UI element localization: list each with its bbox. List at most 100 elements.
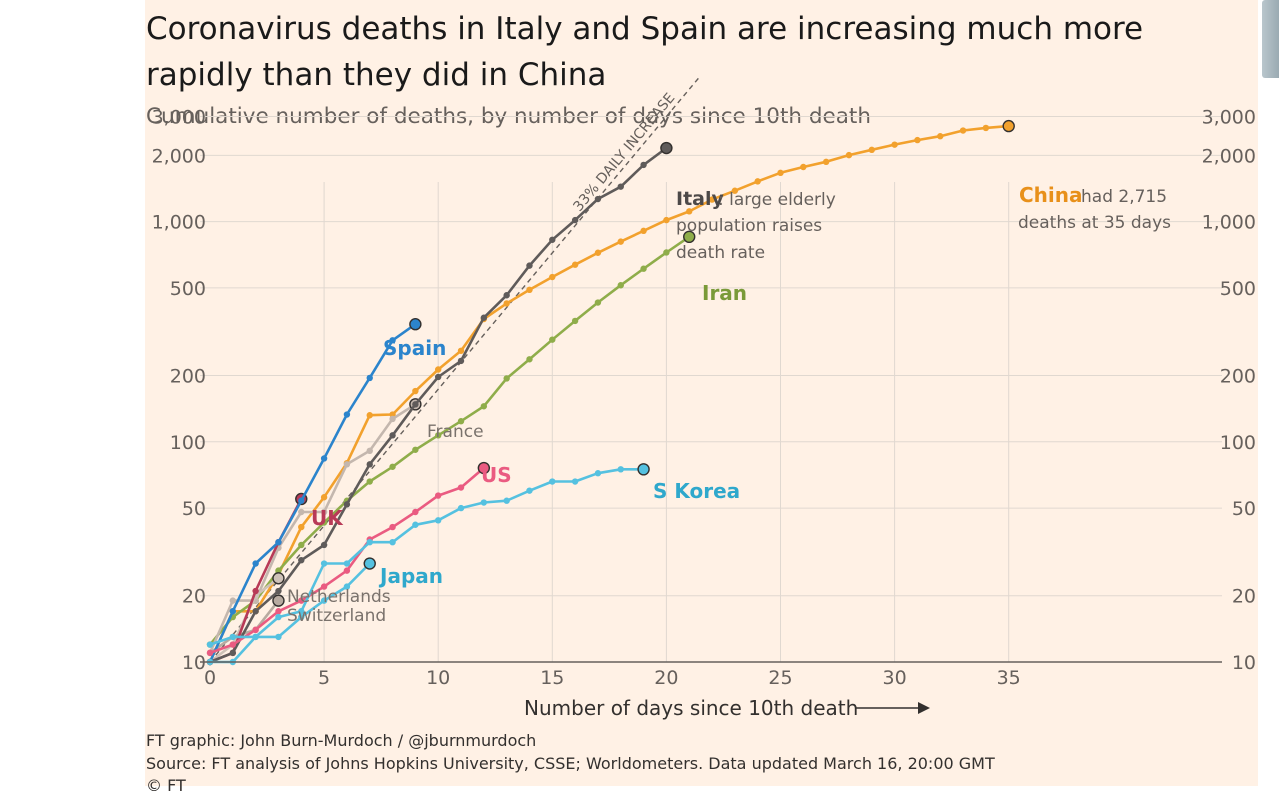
series-point-iran <box>617 282 624 289</box>
series-point-italy <box>229 649 237 657</box>
series-point-china <box>457 347 465 354</box>
series-endpoint-spain <box>409 318 422 331</box>
series-point-us <box>229 641 237 648</box>
grid-lines <box>200 116 1222 662</box>
series-point-us <box>320 583 328 590</box>
series-point-iran <box>457 418 465 425</box>
series-point-france <box>320 508 328 516</box>
series-point-china <box>503 300 510 307</box>
series-point-china <box>435 366 442 373</box>
series-endpoint-italy <box>660 141 673 155</box>
series-point-china <box>845 151 853 159</box>
series-point-iran <box>298 541 305 549</box>
series-point-spain <box>320 455 328 462</box>
series-point-s-korea <box>206 641 214 648</box>
series-point-s-korea <box>549 478 556 485</box>
series-line-iran <box>208 235 691 646</box>
series-endpoint-us <box>477 461 491 475</box>
series-label-us: US <box>481 463 512 487</box>
chart-panel <box>145 0 1258 786</box>
series-point-iran <box>503 375 510 382</box>
series-point-japan <box>343 583 351 590</box>
series-point-italy <box>457 357 465 365</box>
series-line-japan <box>208 562 372 664</box>
y-tick-label-left: 50 <box>182 498 206 520</box>
y-tick-label-right: 500 <box>1220 278 1256 300</box>
series-point-s-korea <box>526 487 533 494</box>
series-point-china <box>937 133 944 140</box>
series-point-spain <box>389 337 396 344</box>
series-point-s-korea <box>480 499 488 506</box>
series-note-china-1: had 2,715 <box>1081 187 1167 207</box>
y-tick-label-right: 2,000 <box>1202 145 1256 167</box>
series-point-italy <box>343 501 351 508</box>
series-point-france <box>366 447 373 455</box>
y-tick-label-right: 200 <box>1220 366 1256 388</box>
series-endpoint-switzerland <box>272 594 285 607</box>
series-point-spain <box>343 411 351 418</box>
series-point-s-korea <box>435 517 442 524</box>
series-point-china <box>617 238 624 245</box>
series-point-s-korea <box>252 633 259 641</box>
series-point-china <box>914 136 921 144</box>
series-label-uk: UK <box>311 506 344 530</box>
series-point-france <box>298 508 305 516</box>
series-point-iran <box>412 446 419 453</box>
series-endpoint-china <box>1002 119 1015 133</box>
series-point-italy <box>549 236 556 243</box>
series-point-china <box>594 249 602 256</box>
series-point-china <box>366 412 373 419</box>
series-point-france <box>389 415 396 423</box>
series-point-iran <box>549 336 556 343</box>
series-point-spain <box>275 538 282 546</box>
series-point-italy <box>640 161 647 169</box>
series-point-china <box>822 158 830 166</box>
series-point-s-korea <box>389 538 396 546</box>
y-tick-label-right: 50 <box>1232 498 1256 520</box>
series-point-iran <box>275 567 282 574</box>
series-point-china <box>320 494 328 501</box>
series-point-iran <box>526 356 533 363</box>
series-point-china <box>891 141 898 148</box>
series-line-china <box>208 124 1011 664</box>
series-point-china <box>777 169 784 177</box>
y-tick-label-left: 200 <box>170 366 206 388</box>
x-tick-label: 10 <box>426 667 450 689</box>
series-point-china <box>982 124 990 132</box>
series-point-france <box>229 597 237 604</box>
series-point-china <box>800 163 807 171</box>
series-endpoint-netherlands <box>272 572 285 585</box>
series-line-spain <box>208 322 417 664</box>
series-label-s-korea: S Korea <box>653 479 740 503</box>
y-tick-label-left: 3,000 <box>152 107 206 129</box>
series-line-france <box>208 402 417 655</box>
series-point-china <box>571 261 579 268</box>
series-point-china <box>549 273 556 281</box>
series-label-spain: Spain <box>383 336 446 360</box>
series-point-us <box>435 492 442 499</box>
x-tick-label: 0 <box>204 667 216 689</box>
window-edge <box>1262 0 1279 78</box>
chart-title: Coronavirus deaths in Italy and Spain ar… <box>146 11 1144 93</box>
series-point-china <box>959 127 967 134</box>
series-point-china <box>663 216 670 224</box>
series-point-china <box>686 208 693 215</box>
series-point-s-korea <box>594 470 602 477</box>
series-point-iran <box>366 478 373 485</box>
series-point-italy <box>320 541 328 549</box>
y-tick-label-right: 3,000 <box>1202 107 1256 129</box>
series-point-us <box>412 508 419 516</box>
y-tick-label-left: 1,000 <box>152 212 206 234</box>
series-point-china <box>412 387 419 395</box>
series-label-china: China <box>1019 183 1083 207</box>
series-point-s-korea <box>229 633 237 641</box>
series-note-italy-1: : large elderly <box>718 190 836 210</box>
y-tick-label-left: 2,000 <box>152 145 206 167</box>
series-point-us <box>343 567 351 574</box>
series-point-italy <box>366 461 373 468</box>
series-point-us <box>275 608 282 615</box>
series-label-switzerland: Switzerland <box>287 606 386 626</box>
series-point-italy <box>526 262 533 269</box>
